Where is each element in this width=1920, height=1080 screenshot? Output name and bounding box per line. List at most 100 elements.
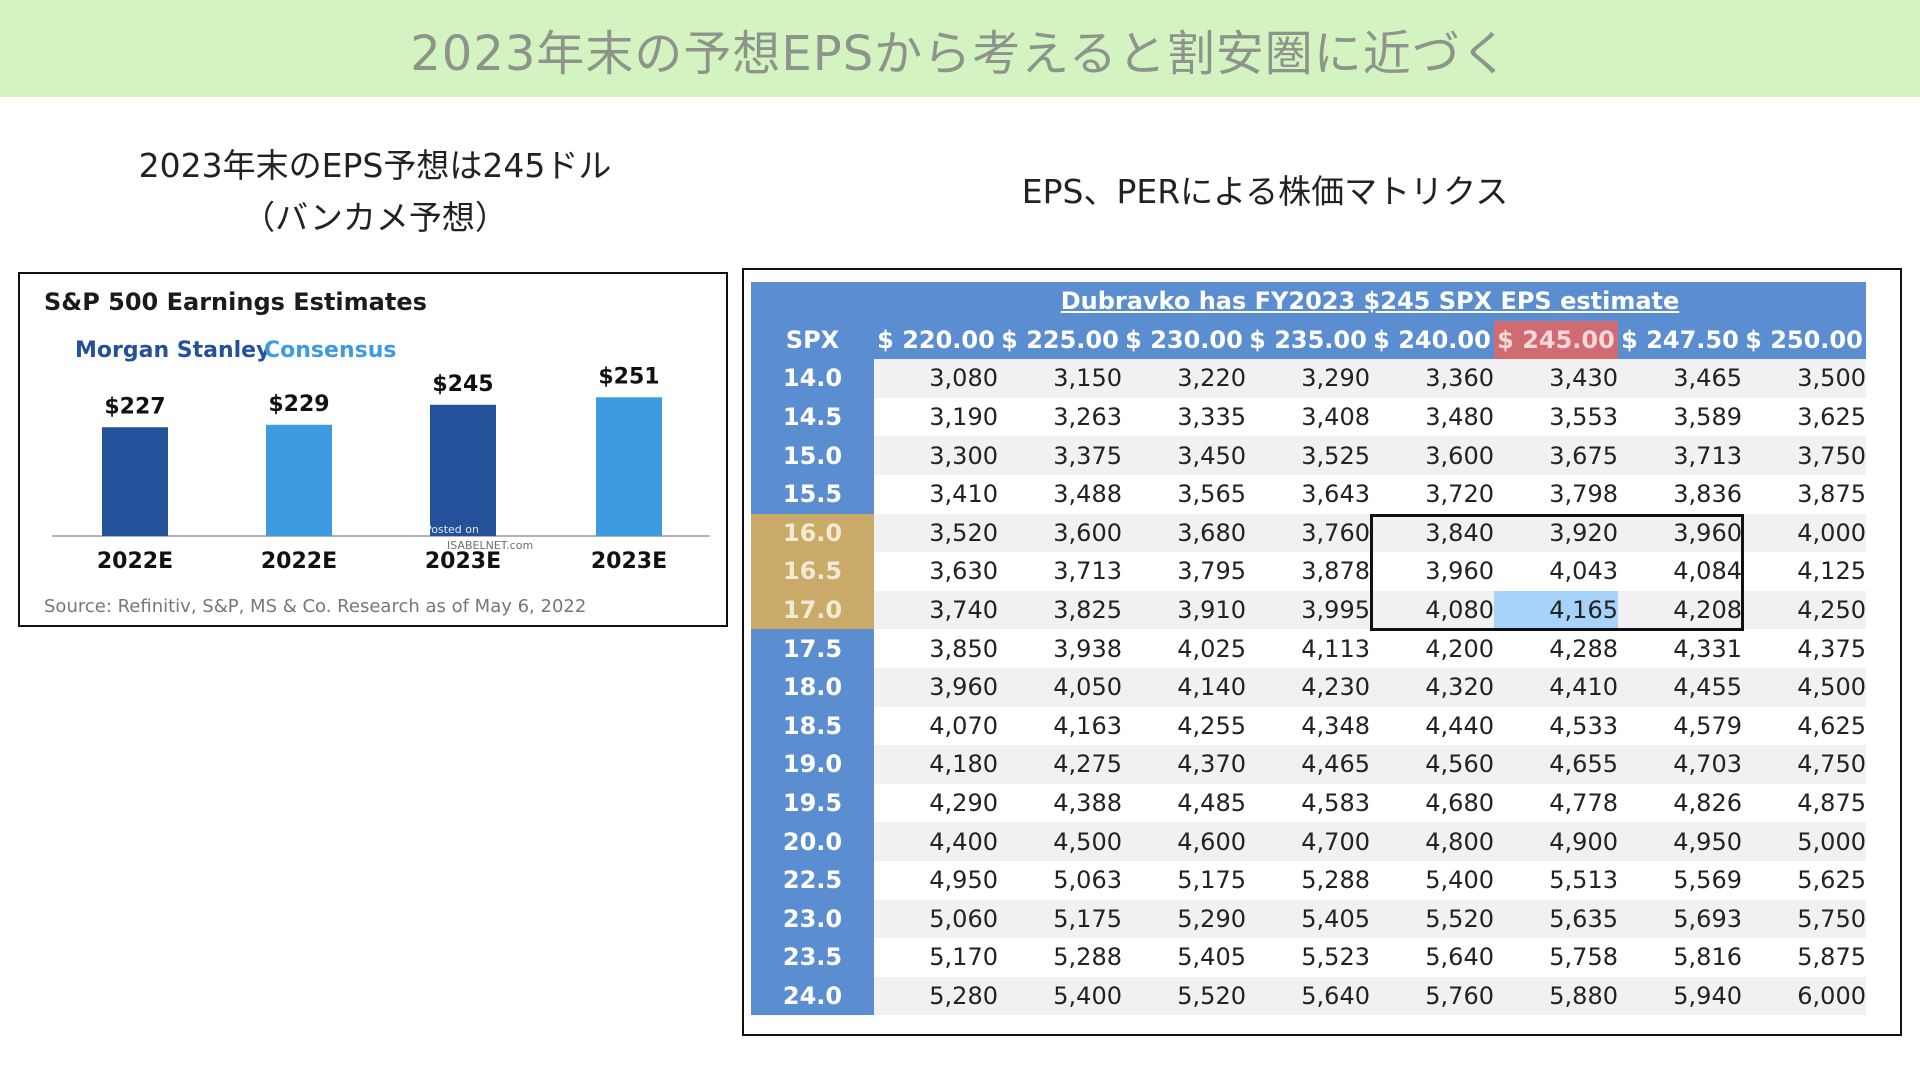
- matrix-cell: 4,288: [1494, 629, 1618, 668]
- matrix-cell: 4,165: [1494, 590, 1618, 630]
- matrix-cell: 4,485: [1122, 783, 1246, 823]
- matrix-cell: 5,520: [1122, 976, 1246, 1016]
- matrix-row: 16.5 3,630 3,713 3,795 3,878 3,960 4,043 4,084 4…: [751, 552, 1866, 591]
- matrix-cell: 4,950: [1618, 822, 1742, 861]
- matrix-cell: 4,043: [1494, 552, 1618, 591]
- matrix-cell: 3,263: [998, 397, 1122, 437]
- bar-2023e-consensus: [596, 397, 662, 536]
- matrix-cell: 4,290: [874, 783, 998, 823]
- matrix-cell: 3,360: [1370, 359, 1494, 398]
- watermark: Posted on ISABELNET.com: [425, 522, 533, 554]
- left-heading: 2023年末のEPS予想は245ドル （バンカメ予想）: [60, 140, 690, 244]
- matrix-caption-blank: [751, 282, 874, 321]
- matrix-cell: 5,288: [998, 938, 1122, 977]
- matrix-cell: 5,288: [1246, 860, 1370, 900]
- matrix-cell: 4,950: [874, 860, 998, 900]
- matrix-cell: 3,720: [1370, 474, 1494, 514]
- matrix-cell: 4,800: [1370, 822, 1494, 861]
- per-row-label: 18.5: [751, 706, 874, 746]
- matrix-cell: 4,255: [1122, 706, 1246, 746]
- matrix-cell: 3,080: [874, 359, 998, 398]
- matrix-cell: 4,900: [1494, 822, 1618, 861]
- eps-column-header: $ 247.50: [1618, 320, 1742, 360]
- matrix-cell: 3,488: [998, 474, 1122, 514]
- matrix-cell: 4,163: [998, 706, 1122, 746]
- matrix-cell: 4,500: [1742, 667, 1866, 707]
- per-row-label: 17.0: [751, 590, 874, 630]
- matrix-row: 23.5 5,170 5,288 5,405 5,523 5,640 5,758 5,816 5…: [751, 938, 1866, 977]
- matrix-cell: 3,553: [1494, 397, 1618, 437]
- matrix-cell: 3,150: [998, 359, 1122, 398]
- matrix-cell: 4,500: [998, 822, 1122, 861]
- matrix-cell: 3,795: [1122, 552, 1246, 591]
- matrix-cell: 4,084: [1618, 552, 1742, 591]
- matrix-header-row: SPX $ 220.00 $ 225.00 $ 230.00 $ 235.00 $ 24…: [751, 320, 1866, 360]
- matrix-cell: 3,480: [1370, 397, 1494, 437]
- matrix-row: 24.0 5,280 5,400 5,520 5,640 5,760 5,880 5,940 6…: [751, 976, 1866, 1016]
- matrix-cell: 3,525: [1246, 436, 1370, 475]
- matrix-row: 15.5 3,410 3,488 3,565 3,643 3,720 3,798 3,836 3…: [751, 474, 1866, 514]
- matrix-cell: 5,569: [1618, 860, 1742, 900]
- x-tick-label: 2023E: [591, 549, 667, 574]
- matrix-cell: 4,875: [1742, 783, 1866, 823]
- matrix-cell: 5,693: [1618, 899, 1742, 939]
- matrix-row: 18.0 3,960 4,050 4,140 4,230 4,320 4,410 4,455 4…: [751, 667, 1866, 707]
- eps-column-header: $ 230.00: [1122, 320, 1246, 360]
- matrix-cell: 5,758: [1494, 938, 1618, 977]
- eps-column-header: $ 225.00: [998, 320, 1122, 360]
- matrix-cell: 3,335: [1122, 397, 1246, 437]
- matrix-cell: 3,675: [1494, 436, 1618, 475]
- matrix-cell: 3,430: [1494, 359, 1618, 398]
- matrix-cell: 5,640: [1370, 938, 1494, 977]
- matrix-cell: 3,760: [1246, 513, 1370, 553]
- per-row-label: 15.0: [751, 436, 874, 475]
- matrix-cell: 4,700: [1246, 822, 1370, 861]
- matrix-cell: 5,175: [998, 899, 1122, 939]
- chart-title: S&P 500 Earnings Estimates: [44, 288, 427, 316]
- matrix-cell: 5,063: [998, 860, 1122, 900]
- matrix-row: 20.0 4,400 4,500 4,600 4,700 4,800 4,900 4,950 5…: [751, 822, 1866, 861]
- matrix-cell: 3,910: [1122, 590, 1246, 630]
- matrix-cell: 3,938: [998, 629, 1122, 668]
- eps-per-matrix: Dubravko has FY2023 $245 SPX EPS estimat…: [751, 282, 1866, 1016]
- matrix-cell: 5,880: [1494, 976, 1618, 1016]
- matrix-cell: 3,798: [1494, 474, 1618, 514]
- matrix-cell: 3,625: [1742, 397, 1866, 437]
- matrix-cell: 4,400: [874, 822, 998, 861]
- matrix-cell: 4,331: [1618, 629, 1742, 668]
- watermark-line1: Posted on: [425, 523, 479, 536]
- matrix-cell: 4,200: [1370, 629, 1494, 668]
- matrix-cell: 4,370: [1122, 745, 1246, 784]
- bar-chart: $227 2022E $229 2022E $245 2023E $251 2023E: [52, 364, 710, 574]
- matrix-cell: 5,513: [1494, 860, 1618, 900]
- bar-value-label: $245: [432, 372, 493, 397]
- matrix-row: 23.0 5,060 5,175 5,290 5,405 5,520 5,635 5,693 5…: [751, 899, 1866, 939]
- matrix-cell: 3,713: [998, 552, 1122, 591]
- matrix-cell: 3,290: [1246, 359, 1370, 398]
- per-row-label: 14.0: [751, 359, 874, 398]
- matrix-cell: 3,740: [874, 590, 998, 630]
- matrix-row: 19.5 4,290 4,388 4,485 4,583 4,680 4,778 4,826 4…: [751, 783, 1866, 823]
- matrix-cell: 3,995: [1246, 590, 1370, 630]
- matrix-cell: 5,000: [1742, 822, 1866, 861]
- matrix-cell: 4,230: [1246, 667, 1370, 707]
- legend-consensus: Consensus: [264, 338, 397, 363]
- matrix-cell: 4,465: [1246, 745, 1370, 784]
- matrix-row: 22.5 4,950 5,063 5,175 5,288 5,400 5,513 5,569 5…: [751, 860, 1866, 900]
- matrix-cell: 4,750: [1742, 745, 1866, 784]
- per-row-label: 15.5: [751, 474, 874, 514]
- bar-value-label: $227: [104, 394, 165, 419]
- matrix-cell: 3,825: [998, 590, 1122, 630]
- matrix-cell: 3,643: [1246, 474, 1370, 514]
- matrix-cell: 3,875: [1742, 474, 1866, 514]
- matrix-cell: 4,070: [874, 706, 998, 746]
- matrix-cell: 4,180: [874, 745, 998, 784]
- eps-column-header: $ 235.00: [1246, 320, 1370, 360]
- matrix-cell: 5,405: [1122, 938, 1246, 977]
- eps-column-header: $ 245.00: [1494, 320, 1618, 360]
- matrix-cell: 4,533: [1494, 706, 1618, 746]
- matrix-cell: 3,750: [1742, 436, 1866, 475]
- matrix-cell: 4,113: [1246, 629, 1370, 668]
- matrix-row: 17.5 3,850 3,938 4,025 4,113 4,200 4,288 4,331 4…: [751, 629, 1866, 668]
- matrix-row: 18.5 4,070 4,163 4,255 4,348 4,440 4,533 4,579 4…: [751, 706, 1866, 746]
